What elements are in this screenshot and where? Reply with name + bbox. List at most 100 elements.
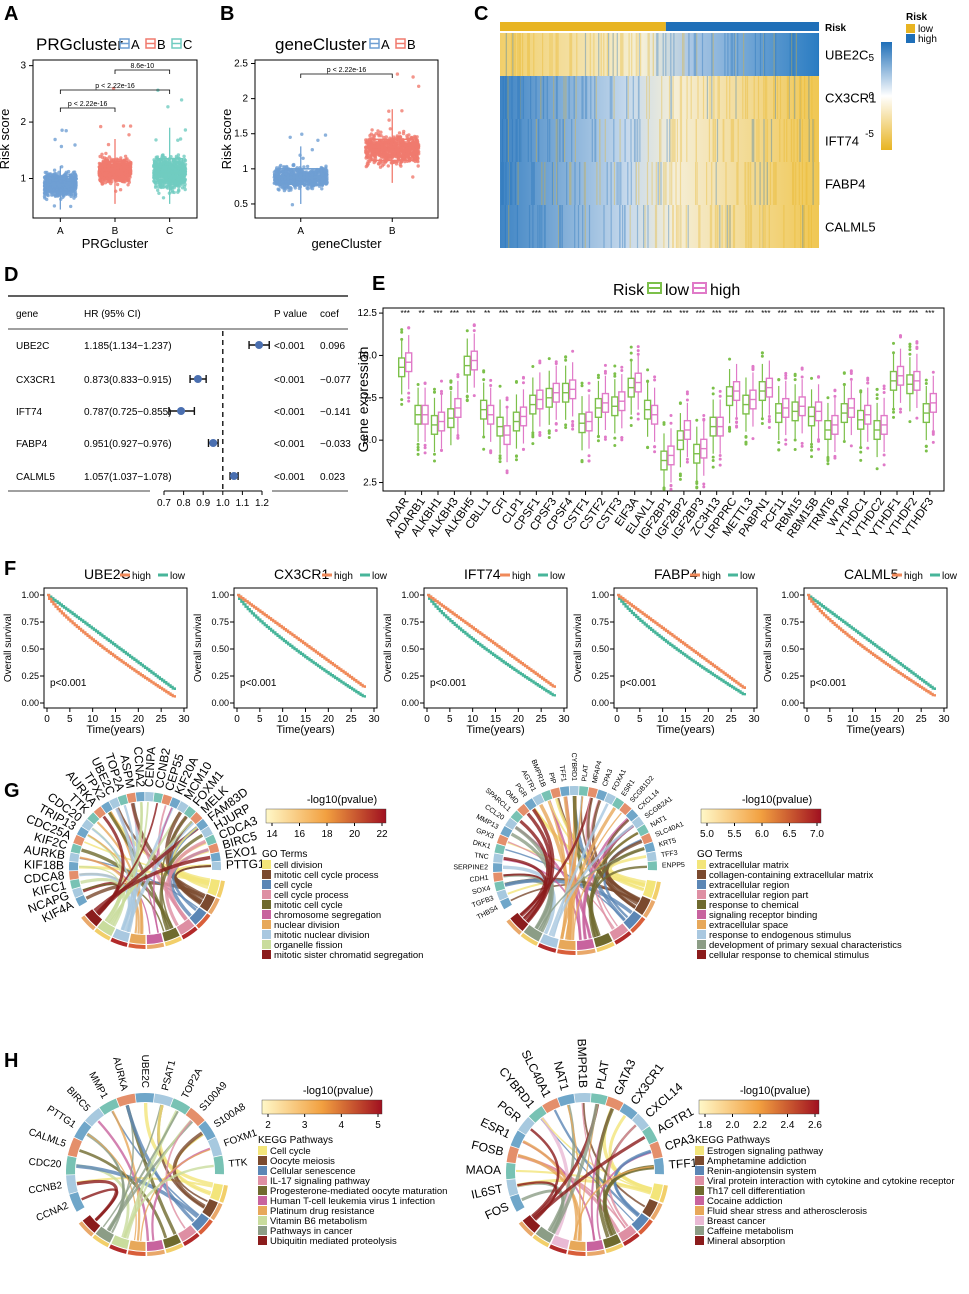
box-LRPPRC-high [732,363,741,429]
y-axis-label: Risk score [0,109,12,170]
outlier-point [744,435,748,439]
box-ALKBH1-high [437,379,446,452]
legend-label-B: B [407,37,416,52]
outlier-point [767,415,771,419]
scatter-point [45,197,49,202]
scatter-point [386,164,390,168]
heatmap-cell-column [598,33,600,76]
heatmap-cell-column [808,119,810,162]
box-IGF2BP2-high [683,390,692,464]
heatmap-cell-column [756,119,758,162]
heatmap-cell-column [732,119,734,162]
outlier-point [613,444,617,448]
legend-label-B: B [157,37,166,52]
heatmap-cell-column [579,162,581,205]
scatter-point [325,172,329,177]
box-ALKBH3-low [447,379,455,446]
significance-stars: *** [745,309,754,318]
panel-label-c: C [474,3,488,25]
box-ADAR-high [404,326,413,403]
heatmap-cell-column [566,162,568,205]
scatter-point [101,182,105,186]
outlier-point [653,445,657,449]
outlier-point [465,398,469,402]
heatmap-cell-column [796,119,798,162]
survival-title-CX3CR1: CX3CR1 [274,566,329,582]
heatmap-cell-column [505,162,507,205]
scatter-point [59,144,64,149]
heatmap-cell-column [669,119,671,162]
outlier-point [882,384,886,388]
legend-label-low: low [665,282,689,299]
heatmap-cell-column [786,119,788,162]
heatmap-cell-column [502,162,504,205]
heatmap-cell-column [696,162,698,205]
heatmap-cell-column [665,162,667,205]
scatter-point [280,173,285,177]
x-tick-label: 0 [614,714,620,725]
significance-stars: *** [876,309,885,318]
survival-curve-high [617,593,746,689]
panel-label-h: H [4,1050,18,1072]
scatter-point [60,128,64,132]
outlier-point [800,375,804,379]
heatmap-cell-column [763,162,765,205]
heatmap-cell-column [635,33,637,76]
heatmap-cell-column [735,76,737,119]
heatmap-cell-column [589,33,591,76]
scatter-point [100,152,104,156]
forest-col-header: gene [16,309,39,320]
heatmap-cell-column [716,205,718,248]
heatmap-cell-column [613,162,616,205]
scatter-point [54,178,59,182]
heatmap-cell-column [635,162,637,205]
outlier-point [908,348,912,352]
scatter-point [182,157,187,161]
box-ALKBH5-low [463,329,471,403]
outlier-point [810,455,814,459]
x-axis-label: Time(years) [276,724,334,736]
outlier-point [571,349,575,353]
outlier-point [505,398,509,402]
heatmap-cell-column [647,205,649,248]
outlier-point [439,392,443,396]
x-tick-label: 5 [257,714,263,725]
outlier-point [564,355,568,359]
scatter-point [395,72,400,76]
scatter-point [43,184,47,188]
heatmap-cell-column [656,33,658,76]
scatter-point [176,190,180,194]
outlier-point [472,324,476,328]
heatmap-cell-column [638,162,640,205]
y-tick-label: 0.5 [234,199,248,210]
forest-coef: −0.077 [320,375,351,386]
heatmap-cell-column [631,33,633,76]
panel-f-survival-curves: 0 5 10 15 20 25 300.000.250.500.751.00Time(yea… [3,566,958,736]
heatmap-cell-column [787,76,789,119]
heatmap-cell-column [595,119,597,162]
heatmap-cell-column [660,162,662,205]
y-tick-label: 2 [242,94,248,105]
outlier-point [915,340,919,344]
outlier-point [678,474,682,478]
x-tick-label-C: C [166,226,173,237]
box-TRMT6-low [824,396,832,466]
heatmap-cell-column [620,162,622,205]
heatmap-cell-column [564,119,566,162]
heatmap-cell-column [729,76,731,119]
outlier-point [899,334,903,338]
outlier-point [915,416,919,420]
outlier-point [833,394,837,398]
outlier-point [875,467,879,471]
heatmap-cell-column [729,205,731,248]
scatter-point [275,172,279,176]
scatter-point [171,159,176,163]
heatmap-cell-column [800,205,802,248]
forest-x-tick-label: 0.7 [157,498,171,509]
outlier-point [587,389,591,393]
comparison-bracket [59,89,171,94]
outlier-point [472,394,476,398]
outlier-point [538,359,542,363]
scatter-point [176,153,181,157]
heatmap-cell-column [549,119,551,162]
